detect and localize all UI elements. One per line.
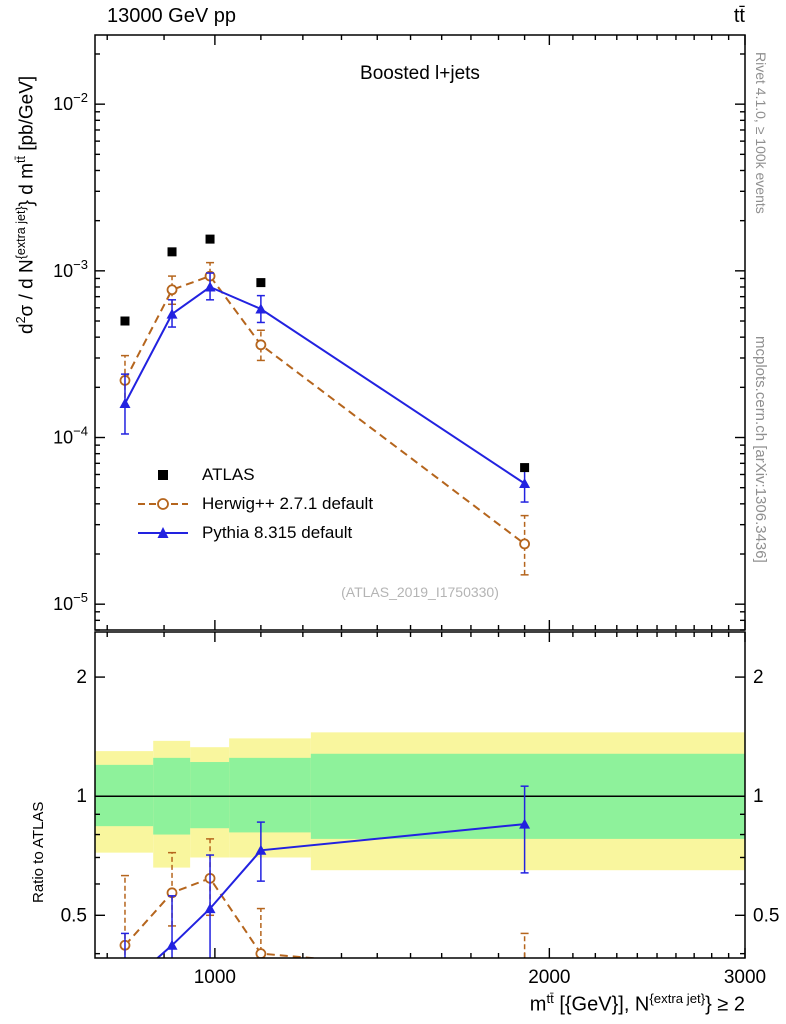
svg-text:0.5: 0.5 [61, 905, 87, 926]
legend: ATLAS Herwig++ 2.7.1 default Pythia 8.31… [136, 460, 373, 547]
axis-title-superscript: {extra jet} [649, 991, 706, 1006]
axis-title-part: } ≥ 2 [705, 993, 745, 1016]
svg-text:3000: 3000 [724, 967, 766, 988]
main-series [119, 234, 531, 576]
legend-item-pythia: Pythia 8.315 default [136, 518, 373, 547]
axis-title-part: } d m [16, 163, 38, 207]
legend-label-herwig: Herwig++ 2.7.1 default [202, 493, 374, 513]
axis-title-part: d [16, 323, 38, 334]
analysis-id-watermark: (ATLAS_2019_I1750330) [341, 584, 499, 600]
axis-ticks [95, 35, 746, 958]
svg-text:10−2: 10−2 [53, 90, 88, 114]
main-panel-frame [94, 34, 746, 631]
legend-item-herwig: Herwig++ 2.7.1 default [136, 489, 373, 518]
axis-title-superscript: {extra jet} [14, 206, 28, 260]
ratio-panel-frame [94, 631, 746, 959]
axis-title-part: m [529, 993, 547, 1016]
svg-text:2: 2 [76, 667, 87, 688]
svg-text:10−3: 10−3 [53, 257, 88, 281]
axis-title-exponent: 2 [14, 316, 28, 324]
y-axis-title-ratio: Ratio to ATLAS [30, 801, 47, 903]
svg-text:2000: 2000 [528, 967, 570, 988]
legend-label-pythia: Pythia 8.315 default [202, 522, 353, 542]
svg-text:1: 1 [753, 786, 764, 807]
svg-text:0.5: 0.5 [753, 905, 779, 926]
svg-text:2: 2 [753, 667, 764, 688]
axis-title-part: [pb/GeV] [16, 75, 38, 157]
ratio-uncertainty-bands [95, 732, 745, 871]
mcplots-reference-note: mcplots.cern.ch [arXiv:1306.3436] [752, 336, 769, 563]
rivet-version-note: Rivet 4.1.0, ≥ 100k events [753, 52, 769, 214]
legend-label-atlas: ATLAS [202, 464, 255, 484]
observable-title: Boosted l+jets [360, 63, 480, 84]
pythia-marker-icon [138, 526, 188, 538]
legend-item-atlas: ATLAS [136, 460, 373, 489]
x-axis-title: mtt̄ [{GeV}], N{extra jet}} ≥ 2 [95, 991, 745, 1017]
herwig-marker-icon [138, 497, 188, 510]
svg-text:10−5: 10−5 [53, 590, 88, 614]
beam-energy-label: 13000 GeV pp [107, 5, 236, 27]
axis-title-part: [{GeV}], N [553, 993, 650, 1016]
svg-text:10−4: 10−4 [53, 424, 88, 448]
atlas-marker-icon [158, 469, 168, 480]
svg-text:1000: 1000 [194, 967, 236, 988]
ratio-series [119, 785, 531, 958]
y-axis-title-main: d2σ / d N{extra jet}} d mtt̄ [pb/GeV] [14, 76, 38, 334]
svg-text:1: 1 [76, 786, 87, 807]
axis-title-superscript: tt̄ [546, 991, 554, 1006]
tick-labels: 1000 2000 3000 10−5 10−4 10−3 10−2 0.5 0.5 1 1 2 2 [53, 90, 779, 988]
axis-title-superscript: tt̄ [14, 156, 28, 164]
axis-title-part: σ / d N [16, 259, 38, 317]
process-label: tt̄ [733, 5, 745, 27]
